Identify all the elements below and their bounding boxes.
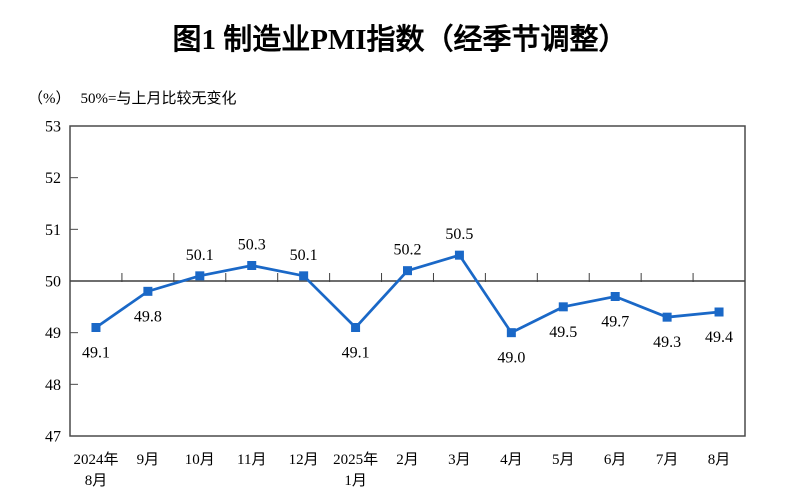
x-axis-label: 7月 xyxy=(656,452,679,468)
x-axis-label: 5月 xyxy=(552,452,575,468)
data-point-label: 49.7 xyxy=(601,314,629,331)
x-axis-label: 2月 xyxy=(396,452,419,468)
y-axis-label: 47 xyxy=(45,429,61,446)
x-axis-label: 12月 xyxy=(289,452,319,468)
y-axis-label: 50 xyxy=(45,274,61,291)
data-point-label: 50.1 xyxy=(186,247,214,264)
data-point-label: 50.2 xyxy=(394,242,422,259)
axis-unit-note: （%） 50%=与上月比较无变化 xyxy=(28,87,236,108)
y-axis-label: 52 xyxy=(45,170,61,187)
data-point-label: 50.1 xyxy=(290,247,318,264)
data-point-marker xyxy=(454,250,464,260)
data-point-label: 49.4 xyxy=(705,329,733,346)
data-point-label: 50.5 xyxy=(445,226,473,243)
data-point-marker xyxy=(403,266,412,276)
data-point-marker xyxy=(195,271,205,281)
data-point-marker xyxy=(610,292,620,301)
chart-title: 图1 制造业PMI指数（经季节调整） xyxy=(172,24,628,56)
x-axis-label: 3月 xyxy=(448,452,471,468)
data-point-label: 49.1 xyxy=(82,345,110,362)
x-axis-label: 2025年 xyxy=(333,451,378,468)
data-point-marker xyxy=(351,323,361,332)
x-axis-label: 2024年 xyxy=(73,451,118,468)
data-point-marker xyxy=(91,323,101,332)
data-point-label: 50.3 xyxy=(238,237,266,254)
data-point-marker xyxy=(247,261,257,270)
data-point-marker xyxy=(714,307,724,317)
reference-note: 50%=与上月比较无变化 xyxy=(80,91,237,107)
y-axis-label: 49 xyxy=(45,325,61,342)
x-axis-label: 9月 xyxy=(137,452,160,468)
y-axis-label: 51 xyxy=(45,222,61,239)
data-point-label: 49.3 xyxy=(653,334,681,351)
unit-label: （%） xyxy=(28,91,71,107)
x-axis-label: 1月 xyxy=(344,473,367,489)
x-axis-label: 8月 xyxy=(708,452,731,468)
x-axis-label: 11月 xyxy=(237,452,266,468)
data-point-marker xyxy=(299,271,309,281)
data-point-marker xyxy=(662,312,672,322)
data-point-marker xyxy=(558,302,568,312)
x-axis-label: 4月 xyxy=(500,452,523,468)
y-axis-label: 48 xyxy=(45,377,61,394)
data-point-marker xyxy=(506,328,516,338)
x-axis-label: 6月 xyxy=(604,452,627,468)
y-axis-label: 53 xyxy=(45,119,61,136)
data-point-label: 49.0 xyxy=(497,350,525,367)
data-point-label: 49.8 xyxy=(134,308,162,325)
data-point-marker xyxy=(143,286,153,296)
data-point-label: 49.1 xyxy=(342,345,370,362)
data-point-label: 49.5 xyxy=(549,324,577,341)
x-axis-label: 10月 xyxy=(185,452,215,468)
x-axis-label: 8月 xyxy=(85,473,108,489)
